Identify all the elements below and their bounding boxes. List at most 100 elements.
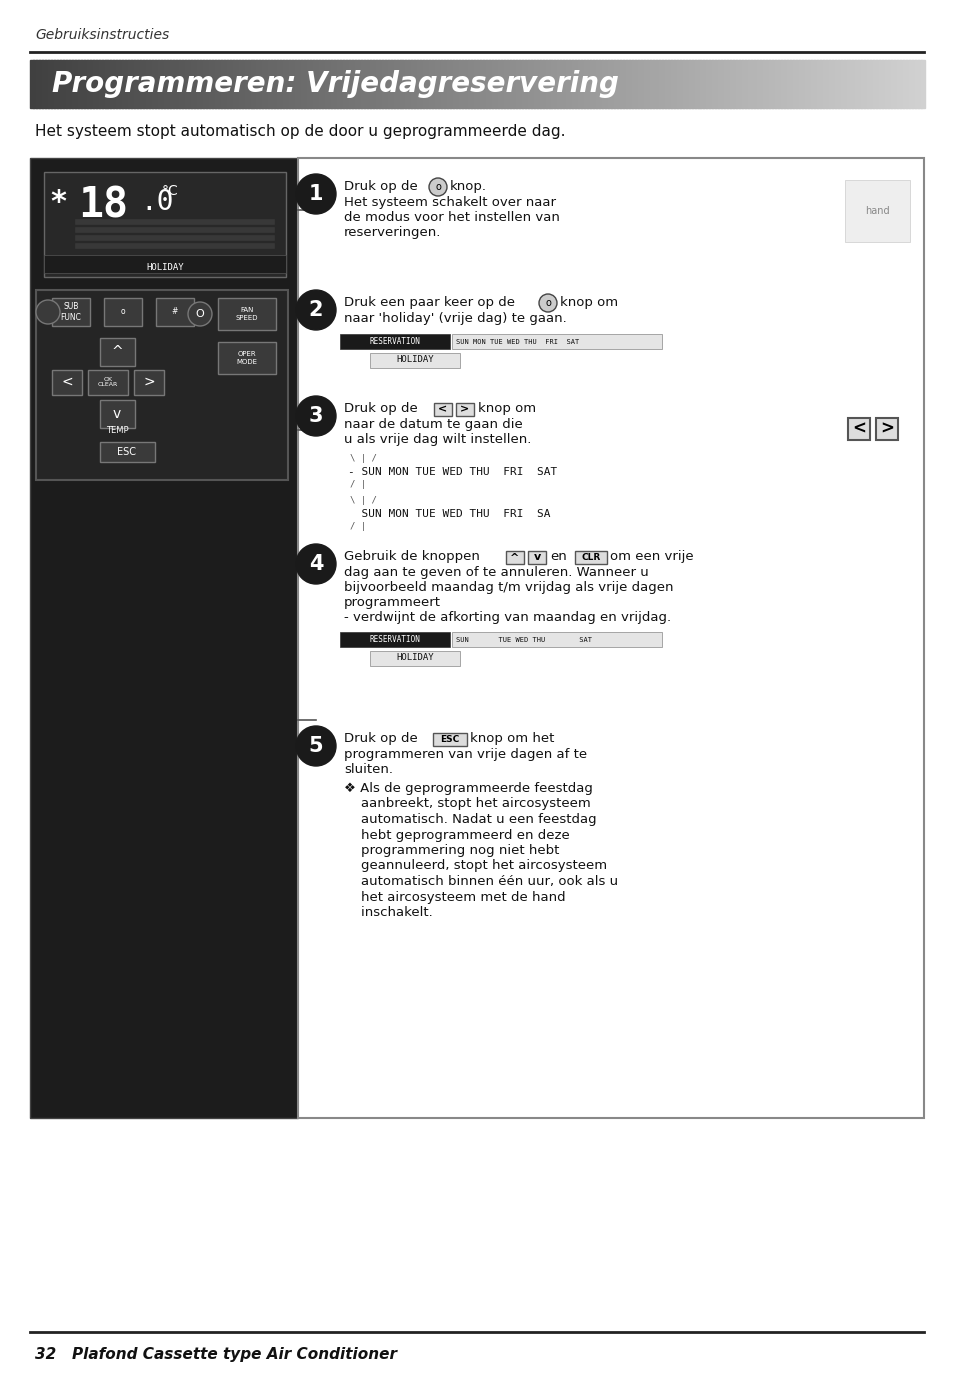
Bar — [736, 60, 740, 108]
Bar — [71, 60, 75, 108]
Text: TEMP: TEMP — [106, 426, 128, 435]
Bar — [111, 60, 114, 108]
Bar — [342, 60, 347, 108]
Bar — [622, 60, 626, 108]
Bar — [301, 60, 305, 108]
Bar — [578, 60, 581, 108]
Bar — [92, 60, 96, 108]
Bar — [158, 60, 162, 108]
Bar — [119, 60, 123, 108]
Bar — [786, 60, 790, 108]
Bar — [134, 60, 138, 108]
Bar — [479, 60, 483, 108]
Bar — [682, 60, 686, 108]
Bar — [98, 60, 102, 108]
Bar — [807, 60, 811, 108]
Bar — [777, 60, 781, 108]
Bar — [917, 60, 921, 108]
Bar — [509, 60, 514, 108]
Bar — [52, 370, 82, 395]
Bar — [723, 60, 727, 108]
Bar — [643, 60, 647, 108]
Text: SUN MON TUE WED THU  FRI  SA: SUN MON TUE WED THU FRI SA — [348, 510, 550, 519]
Bar — [848, 60, 853, 108]
Bar — [90, 60, 93, 108]
Bar — [87, 60, 91, 108]
Text: O: O — [195, 309, 204, 319]
Bar — [819, 60, 822, 108]
Bar — [212, 60, 215, 108]
Bar — [355, 60, 358, 108]
Bar — [495, 60, 498, 108]
Bar — [218, 342, 275, 374]
Text: SUN MON TUE WED THU  FRI  SAT: SUN MON TUE WED THU FRI SAT — [456, 339, 578, 344]
Text: geannuleerd, stopt het aircosysteem: geannuleerd, stopt het aircosysteem — [344, 860, 606, 872]
Bar — [262, 60, 266, 108]
Text: aanbreekt, stopt het aircosysteem: aanbreekt, stopt het aircosysteem — [344, 798, 590, 811]
Text: reserveringen.: reserveringen. — [344, 225, 441, 239]
Bar — [417, 60, 421, 108]
Bar — [143, 60, 147, 108]
Bar — [44, 172, 286, 277]
Text: Programmeren: Vrijedagreservering: Programmeren: Vrijedagreservering — [52, 70, 618, 98]
Bar — [545, 60, 549, 108]
Text: hand: hand — [863, 206, 888, 216]
Bar — [170, 60, 173, 108]
Bar — [101, 60, 106, 108]
Bar — [911, 60, 915, 108]
Bar — [631, 60, 636, 108]
Text: ^: ^ — [112, 344, 123, 358]
Bar — [405, 60, 409, 108]
Bar — [307, 60, 311, 108]
Bar — [679, 60, 683, 108]
Bar — [152, 60, 156, 108]
Bar — [336, 60, 340, 108]
Bar — [452, 631, 661, 647]
Bar — [370, 651, 459, 666]
Bar — [882, 60, 885, 108]
Bar — [482, 60, 486, 108]
Text: - SUN MON TUE WED THU  FRI  SAT: - SUN MON TUE WED THU FRI SAT — [348, 468, 557, 477]
Bar — [280, 60, 284, 108]
Bar — [60, 60, 64, 108]
Text: 2: 2 — [309, 300, 323, 321]
Text: Druk op de: Druk op de — [344, 181, 417, 193]
Bar — [706, 60, 710, 108]
Bar — [757, 60, 760, 108]
Bar — [294, 60, 299, 108]
Bar — [702, 60, 707, 108]
Bar — [557, 60, 561, 108]
Bar — [715, 60, 719, 108]
Bar — [530, 60, 534, 108]
Bar — [214, 60, 218, 108]
Bar — [801, 60, 805, 108]
Bar — [429, 60, 433, 108]
Bar — [48, 60, 51, 108]
Bar — [435, 60, 438, 108]
Bar — [852, 60, 856, 108]
Bar — [744, 60, 748, 108]
Bar — [646, 60, 650, 108]
Bar — [339, 335, 450, 349]
Bar — [156, 298, 193, 326]
Bar — [760, 60, 763, 108]
Text: \ | /: \ | / — [350, 496, 376, 505]
Bar — [381, 60, 385, 108]
Bar — [718, 60, 721, 108]
Bar — [206, 60, 210, 108]
Circle shape — [295, 727, 335, 766]
Bar — [583, 60, 588, 108]
Bar — [611, 60, 615, 108]
Bar — [601, 60, 605, 108]
Bar — [876, 60, 880, 108]
Text: #: # — [172, 308, 178, 316]
Bar — [394, 60, 397, 108]
Bar — [845, 60, 850, 108]
Text: naar de datum te gaan die: naar de datum te gaan die — [344, 419, 522, 431]
Bar — [176, 60, 180, 108]
Bar — [244, 60, 249, 108]
Bar — [414, 60, 418, 108]
Bar — [465, 60, 469, 108]
Bar — [580, 60, 585, 108]
Bar — [505, 552, 523, 564]
